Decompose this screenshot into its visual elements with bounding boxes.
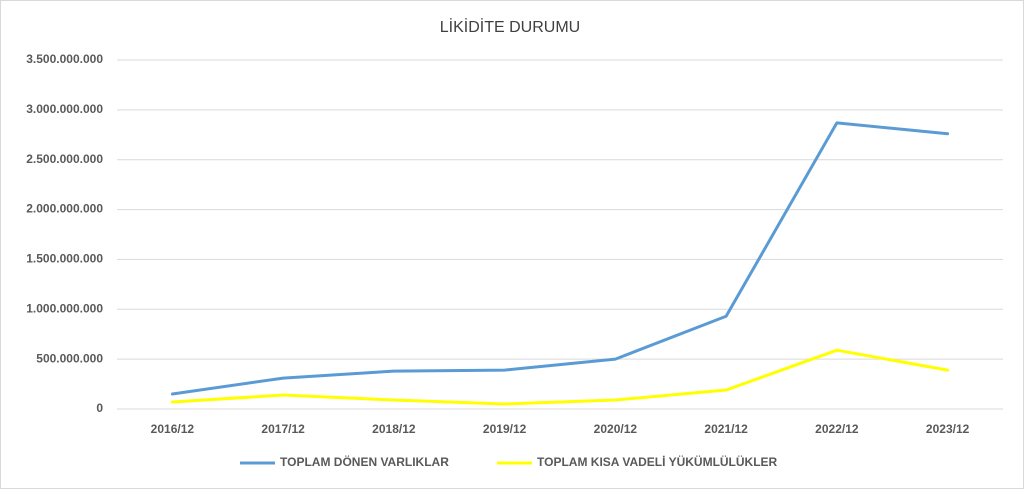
legend-label: TOPLAM KISA VADELİ YÜKÜMLÜLÜKLER bbox=[537, 454, 778, 469]
chart-title: LİKİDİTE DURUMU bbox=[440, 17, 580, 36]
y-tick-label: 0 bbox=[96, 401, 103, 415]
x-tick-label: 2019/12 bbox=[483, 422, 527, 436]
y-tick-label: 3.000.000.000 bbox=[26, 102, 103, 116]
y-tick-label: 2.000.000.000 bbox=[26, 202, 103, 216]
y-tick-label: 1.000.000.000 bbox=[26, 301, 103, 315]
y-tick-label: 3.500.000.000 bbox=[26, 52, 103, 66]
x-tick-label: 2021/12 bbox=[704, 422, 748, 436]
y-tick-label: 2.500.000.000 bbox=[26, 152, 103, 166]
x-tick-label: 2022/12 bbox=[815, 422, 859, 436]
series-line bbox=[170, 348, 950, 406]
series-line bbox=[170, 121, 950, 396]
x-tick-label: 2020/12 bbox=[594, 422, 638, 436]
x-tick-label: 2018/12 bbox=[372, 422, 416, 436]
legend-label: TOPLAM DÖNEN VARLIKLAR bbox=[280, 454, 449, 469]
x-tick-label: 2017/12 bbox=[261, 422, 305, 436]
y-tick-label: 500.000.000 bbox=[36, 351, 103, 365]
y-tick-label: 1.500.000.000 bbox=[26, 252, 103, 266]
x-tick-label: 2016/12 bbox=[151, 422, 195, 436]
x-tick-label: 2023/12 bbox=[926, 422, 970, 436]
